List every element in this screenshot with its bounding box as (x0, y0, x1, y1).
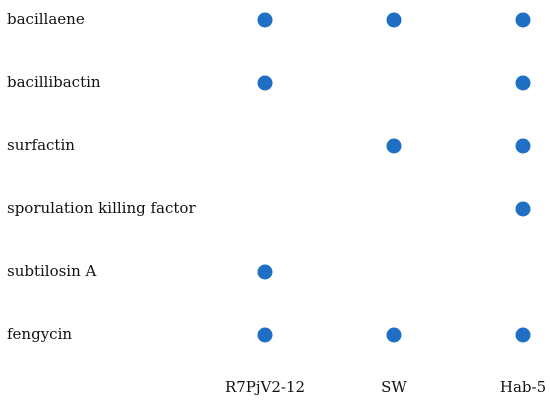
presence-dots (257, 12, 531, 343)
presence-dot (515, 138, 531, 154)
row-label: fengycin (7, 325, 72, 343)
presence-dot (257, 327, 273, 343)
column-label: SW (381, 378, 407, 396)
column-label: Hab-5 (500, 378, 546, 396)
row-label: bacillibactin (7, 73, 101, 91)
presence-dot (515, 201, 531, 217)
row-label: surfactin (7, 136, 75, 154)
row-labels: bacillaene bacillibactin surfactin sporulat… (7, 10, 196, 343)
presence-dot (257, 12, 273, 28)
presence-dot (386, 12, 402, 28)
presence-dot (515, 75, 531, 91)
column-label: R7PjV2-12 (225, 378, 305, 396)
row-label: sporulation killing factor (7, 199, 196, 217)
presence-dot (515, 12, 531, 28)
presence-dot (257, 264, 273, 280)
presence-dot (386, 138, 402, 154)
presence-dot (515, 327, 531, 343)
row-label: subtilosin A (7, 262, 97, 280)
row-label: bacillaene (7, 10, 85, 28)
column-labels: R7PjV2-12 SW Hab-5 (225, 378, 546, 396)
presence-dot (386, 327, 402, 343)
presence-dot (257, 75, 273, 91)
